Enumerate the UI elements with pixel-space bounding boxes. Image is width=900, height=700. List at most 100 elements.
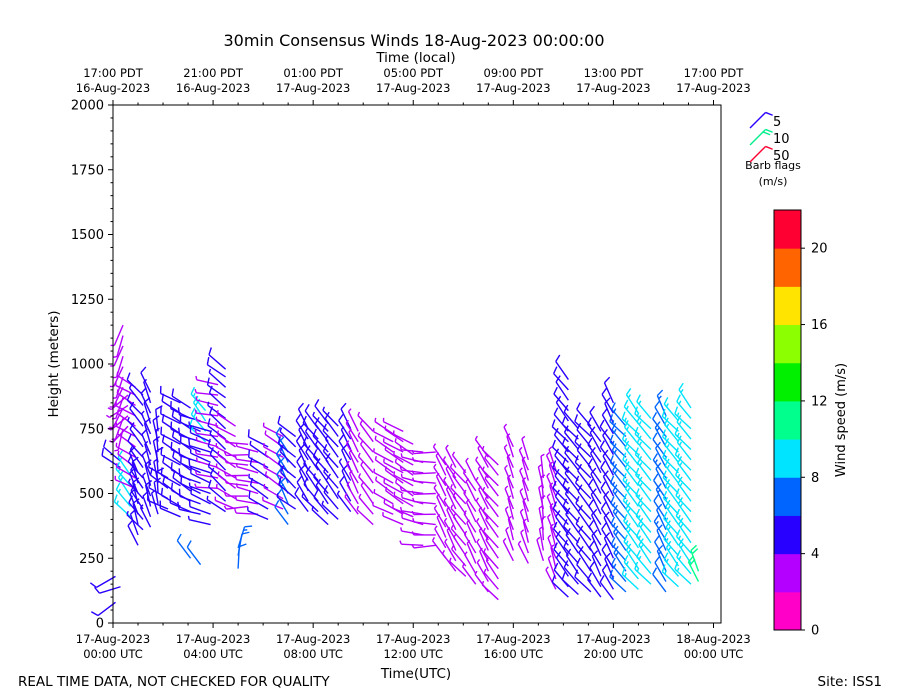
- barb-shaft: [226, 453, 249, 457]
- barb-half-flag: [345, 440, 350, 445]
- barb-half-flag: [667, 546, 672, 551]
- barb-shaft: [207, 425, 227, 440]
- barb-shaft: [436, 517, 447, 538]
- barb-shaft: [449, 560, 467, 577]
- barb-shaft: [117, 477, 132, 497]
- barb-flag: [302, 436, 308, 444]
- barb-shaft: [638, 524, 652, 544]
- barb-half-flag: [443, 517, 448, 522]
- barb-flag: [624, 440, 630, 449]
- barb-half-flag: [107, 407, 112, 411]
- barb-shaft: [250, 484, 269, 500]
- barb-shaft: [278, 484, 297, 500]
- x-tick-date: 18-Aug-2023: [676, 632, 750, 646]
- barb-shaft: [664, 485, 680, 505]
- barb-flag: [574, 475, 580, 484]
- barb-flag: [610, 516, 616, 525]
- barb-flag: [662, 449, 667, 458]
- barb-shaft: [160, 454, 181, 466]
- barb-half-flag: [547, 534, 552, 539]
- barb-shaft: [128, 481, 144, 500]
- barb-shaft: [590, 473, 602, 494]
- barb-flag: [621, 566, 626, 575]
- barb-flag: [190, 386, 196, 395]
- barb-flag: [128, 495, 133, 503]
- barb-half-flag: [484, 495, 488, 500]
- barb-flag: [611, 557, 616, 566]
- barb-flag: [676, 549, 681, 558]
- barb-shaft: [392, 507, 414, 518]
- barb-shaft: [196, 399, 219, 407]
- barb-shaft: [236, 445, 259, 453]
- barb-shaft: [276, 496, 297, 510]
- barb-half-flag: [476, 559, 481, 563]
- barb-shaft: [208, 372, 227, 388]
- barb-flag: [622, 472, 627, 481]
- barb-shaft: [475, 459, 489, 479]
- barb-flag: [576, 422, 582, 431]
- barb-flag: [563, 539, 568, 548]
- barb-flag: [113, 494, 118, 503]
- barb-shaft: [160, 413, 181, 425]
- barb-flag: [656, 544, 664, 552]
- barb-shaft: [451, 548, 467, 567]
- barb-shaft: [519, 490, 529, 512]
- barb-flag: [244, 525, 253, 528]
- barb-flag: [553, 542, 558, 550]
- barb-flag: [664, 438, 670, 446]
- barb-shaft: [117, 456, 132, 476]
- barb-flag: [588, 519, 595, 528]
- barb-shaft: [248, 456, 269, 469]
- barb-shaft: [150, 474, 169, 489]
- barb-flag: [590, 467, 597, 475]
- barb-shaft: [247, 510, 269, 521]
- colorbar: 0 4 8 12 16 20: [773, 209, 828, 639]
- barb-shaft: [652, 573, 667, 593]
- barb-shaft: [662, 477, 679, 494]
- barb-shaft: [624, 488, 639, 507]
- barb-half-flag: [624, 458, 628, 463]
- barb-shaft: [589, 567, 602, 588]
- barb-flag: [600, 481, 606, 489]
- barb-shaft: [601, 569, 615, 590]
- barb-shaft: [623, 520, 639, 538]
- barb-shaft: [160, 392, 181, 404]
- barb-shaft: [555, 361, 569, 380]
- barb-half-flag: [637, 453, 640, 458]
- barb-flag: [574, 569, 579, 578]
- barb-flag: [304, 404, 310, 412]
- barb-shaft: [625, 508, 640, 528]
- barb-shaft: [322, 409, 339, 427]
- barb-flag: [611, 422, 617, 431]
- barb-shaft: [140, 372, 152, 393]
- barb-shaft: [344, 496, 359, 515]
- barb-shaft: [393, 474, 414, 487]
- barb-half-flag: [664, 455, 668, 460]
- barb-shaft: [636, 442, 652, 461]
- barb-shaft: [610, 482, 627, 500]
- barb-flag: [274, 500, 280, 508]
- barb-shaft: [678, 389, 692, 409]
- barb-flag: [599, 575, 605, 583]
- barb-flag: [601, 563, 608, 571]
- barb-shaft: [485, 560, 499, 580]
- barb-half-flag: [444, 538, 448, 543]
- barb-flag: [574, 434, 579, 443]
- barb-shaft: [676, 401, 692, 419]
- top-tick-time: 21:00 PDT: [183, 66, 244, 80]
- top-tick-time: 01:00 PDT: [283, 66, 344, 80]
- barb-flag: [341, 464, 348, 472]
- barb-flag: [186, 540, 192, 548]
- barb-flag: [562, 478, 567, 486]
- barb-flag: [178, 427, 181, 436]
- barb-half-flag: [194, 429, 197, 434]
- barb-shaft: [636, 556, 652, 575]
- barb-shaft: [155, 409, 159, 432]
- barb-shaft: [190, 493, 211, 505]
- barb-flag: [160, 426, 163, 435]
- barb-shaft: [383, 461, 404, 474]
- barb-shaft: [564, 472, 579, 492]
- barb-half-flag: [538, 484, 543, 489]
- barb-flag: [588, 499, 594, 507]
- barb-shaft: [322, 430, 339, 448]
